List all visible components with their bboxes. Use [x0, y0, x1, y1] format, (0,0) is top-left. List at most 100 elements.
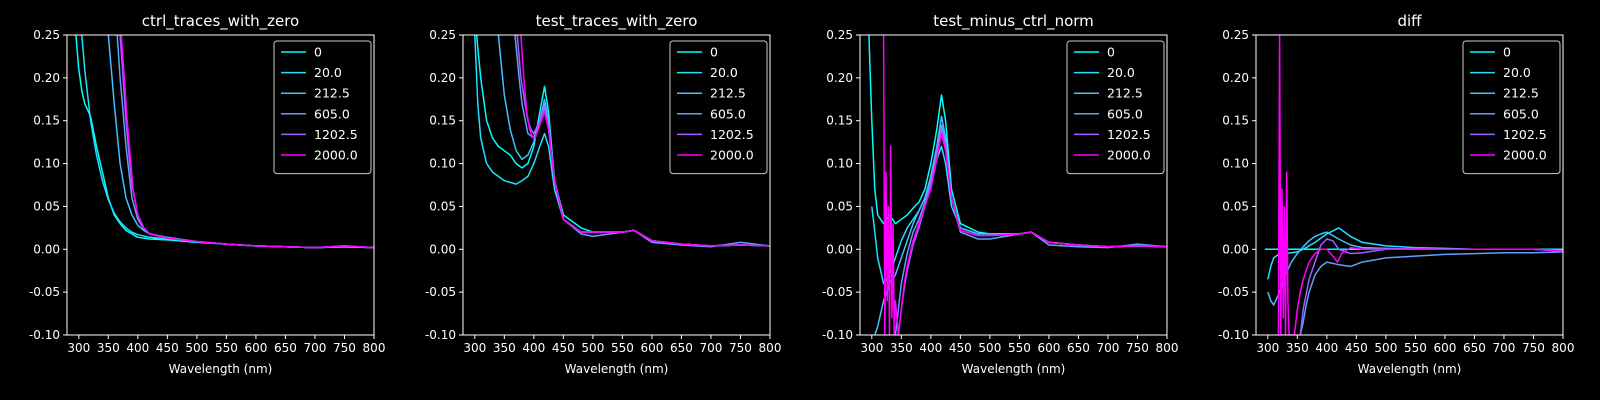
x-tick-label: 800: [1552, 341, 1575, 355]
y-tick-label: -0.10: [425, 328, 456, 342]
legend: 0 20.0 212.5 605.0 1202.5 2000.0: [1066, 40, 1165, 175]
chart-panel-2: test_traces_with_zero 300 350 400 450 500 550 6…: [425, 12, 782, 376]
series-group: [1264, 35, 1563, 335]
x-tick-label: 650: [670, 341, 693, 355]
series-group: [474, 35, 770, 248]
y-tick-label: 0.10: [33, 157, 60, 171]
x-tick-label: 500: [978, 341, 1001, 355]
legend-label: 1202.5: [710, 127, 754, 142]
x-tick-label: 300: [860, 341, 883, 355]
legend-label: 0: [1503, 45, 1511, 60]
chart-title: diff: [1397, 12, 1422, 30]
chart-panel-1: ctrl_traces_with_zero 300 350 400 450 500 550 6…: [29, 12, 386, 376]
y-tick-label: 0.10: [1222, 157, 1249, 171]
x-tick-label: 350: [97, 341, 120, 355]
x-tick-label: 800: [363, 341, 386, 355]
legend-label: 0: [1107, 45, 1115, 60]
legend-label: 2000.0: [314, 148, 358, 163]
x-axis-label: Wavelength (nm): [1358, 362, 1462, 376]
legend-label: 0: [710, 45, 718, 60]
x-tick-label: 650: [1067, 341, 1090, 355]
y-tick-label: 0.00: [826, 242, 853, 256]
legend-label: 2000.0: [1107, 148, 1151, 163]
legend-label: 212.5: [1503, 86, 1539, 101]
y-tick-label: 0.00: [33, 242, 60, 256]
y-tick-label: -0.10: [29, 328, 60, 342]
chart-panel-3: test_minus_ctrl_norm 300 350 400 450 500 550 60…: [822, 12, 1179, 376]
plot-frame: [1255, 34, 1564, 336]
y-tick-label: 0.25: [429, 28, 456, 42]
x-tick-label: 700: [1493, 341, 1516, 355]
x-tick-label: 600: [1037, 341, 1060, 355]
x-tick-label: 650: [1463, 341, 1486, 355]
x-tick-label: 800: [1156, 341, 1179, 355]
x-tick-label: 700: [700, 341, 723, 355]
series-line-6: [882, 35, 1167, 335]
series-group: [868, 35, 1167, 335]
series-line-6: [120, 35, 374, 249]
plot-frame: [859, 34, 1168, 336]
legend: 0 20.0 212.5 605.0 1202.5 2000.0: [669, 40, 768, 175]
legend-box: [669, 40, 768, 175]
chart-panel-4: diff 300 350 400 450 500 550 600 650 700 750 800 -0.…: [1218, 12, 1575, 376]
y-tick-label: 0.00: [429, 242, 456, 256]
legend-label: 605.0: [314, 106, 350, 121]
x-tick-label: 500: [185, 341, 208, 355]
legend-label: 20.0: [710, 65, 738, 80]
x-tick-label: 400: [919, 341, 942, 355]
legend-label: 20.0: [314, 65, 342, 80]
y-tick-label: -0.05: [425, 285, 456, 299]
y-tick-label: 0.20: [33, 71, 60, 85]
y-tick-label: 0.05: [826, 199, 853, 213]
series-group: [75, 35, 374, 249]
x-tick-label: 600: [244, 341, 267, 355]
legend-label: 1202.5: [314, 127, 358, 142]
plot-frame: [66, 34, 375, 336]
x-axis-label: Wavelength (nm): [565, 362, 669, 376]
y-tick-label: 0.20: [826, 71, 853, 85]
legend-label: 212.5: [314, 86, 350, 101]
legend-label: 2000.0: [1503, 148, 1547, 163]
legend-label: 605.0: [710, 106, 746, 121]
x-tick-label: 750: [333, 341, 356, 355]
y-tick-label: -0.05: [29, 285, 60, 299]
series-line-6: [520, 35, 770, 247]
legend-box: [1462, 40, 1561, 175]
x-tick-label: 700: [1097, 341, 1120, 355]
x-tick-label: 400: [522, 341, 545, 355]
y-tick-label: 0.15: [429, 114, 456, 128]
chart-title: test_traces_with_zero: [536, 12, 698, 31]
x-tick-label: 550: [215, 341, 238, 355]
x-tick-label: 800: [759, 341, 782, 355]
legend-box: [273, 40, 372, 175]
legend-label: 212.5: [710, 86, 746, 101]
legend: 0 20.0 212.5 605.0 1202.5 2000.0: [273, 40, 372, 175]
y-tick-label: 0.25: [33, 28, 60, 42]
y-tick-label: 0.25: [1222, 28, 1249, 42]
x-tick-label: 450: [552, 341, 575, 355]
y-tick-label: 0.25: [826, 28, 853, 42]
x-tick-label: 750: [1126, 341, 1149, 355]
x-tick-label: 550: [1008, 341, 1031, 355]
y-tick-label: 0.05: [1222, 199, 1249, 213]
y-tick-label: 0.10: [429, 157, 456, 171]
x-axis-label: Wavelength (nm): [962, 362, 1066, 376]
legend-label: 212.5: [1107, 86, 1143, 101]
x-tick-label: 550: [1404, 341, 1427, 355]
y-tick-label: 0.10: [826, 157, 853, 171]
legend-label: 605.0: [1107, 106, 1143, 121]
x-tick-label: 350: [1286, 341, 1309, 355]
series-line-6: [1277, 35, 1563, 335]
x-tick-label: 650: [274, 341, 297, 355]
legend: 0 20.0 212.5 605.0 1202.5 2000.0: [1462, 40, 1561, 175]
x-tick-label: 300: [1256, 341, 1279, 355]
x-tick-label: 550: [611, 341, 634, 355]
y-tick-label: -0.05: [1218, 285, 1249, 299]
plot-frame: [462, 34, 771, 336]
y-tick-label: 0.15: [33, 114, 60, 128]
x-tick-label: 300: [67, 341, 90, 355]
legend-label: 605.0: [1503, 106, 1539, 121]
legend-label: 20.0: [1107, 65, 1135, 80]
legend-box: [1066, 40, 1165, 175]
